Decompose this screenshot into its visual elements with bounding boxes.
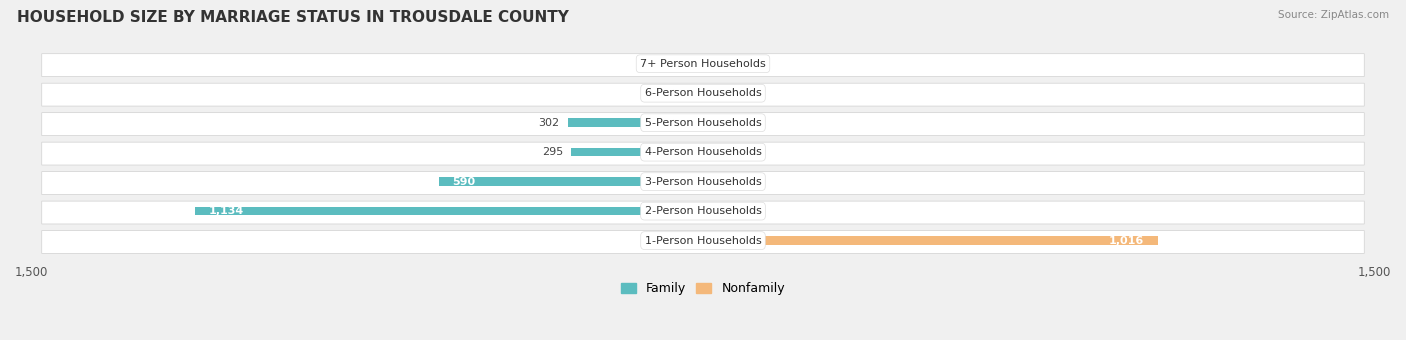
Text: 0: 0 xyxy=(717,147,724,157)
FancyBboxPatch shape xyxy=(42,231,1364,253)
Text: 5-Person Households: 5-Person Households xyxy=(644,118,762,128)
Text: 0: 0 xyxy=(717,88,724,98)
FancyBboxPatch shape xyxy=(42,54,1364,76)
Bar xyxy=(703,236,1157,245)
Bar xyxy=(195,207,703,215)
Text: 7: 7 xyxy=(685,59,692,69)
Text: 295: 295 xyxy=(541,147,562,157)
FancyBboxPatch shape xyxy=(42,172,1364,194)
Bar xyxy=(703,207,730,215)
Legend: Family, Nonfamily: Family, Nonfamily xyxy=(616,277,790,300)
FancyBboxPatch shape xyxy=(42,142,1364,165)
FancyBboxPatch shape xyxy=(42,113,1364,136)
Text: 2-Person Households: 2-Person Households xyxy=(644,206,762,216)
Text: 0: 0 xyxy=(717,59,724,69)
Text: 7+ Person Households: 7+ Person Households xyxy=(640,59,766,69)
Text: 302: 302 xyxy=(538,118,560,128)
Bar xyxy=(703,177,734,186)
Text: 1,134: 1,134 xyxy=(209,206,245,216)
Bar xyxy=(700,59,703,68)
Text: 60: 60 xyxy=(738,206,752,216)
Bar xyxy=(568,118,703,127)
Text: 590: 590 xyxy=(453,177,475,187)
Bar xyxy=(439,177,703,186)
Text: 3-Person Households: 3-Person Households xyxy=(644,177,762,187)
Text: 78: 78 xyxy=(645,88,659,98)
Text: 1,016: 1,016 xyxy=(1109,236,1144,245)
Text: 70: 70 xyxy=(742,177,756,187)
Bar xyxy=(668,89,703,98)
Text: Source: ZipAtlas.com: Source: ZipAtlas.com xyxy=(1278,10,1389,20)
Text: 0: 0 xyxy=(717,118,724,128)
Bar xyxy=(571,148,703,156)
Text: 0: 0 xyxy=(682,236,689,245)
FancyBboxPatch shape xyxy=(42,83,1364,106)
Text: 1-Person Households: 1-Person Households xyxy=(644,236,762,245)
FancyBboxPatch shape xyxy=(42,201,1364,224)
Text: HOUSEHOLD SIZE BY MARRIAGE STATUS IN TROUSDALE COUNTY: HOUSEHOLD SIZE BY MARRIAGE STATUS IN TRO… xyxy=(17,10,569,25)
Text: 4-Person Households: 4-Person Households xyxy=(644,147,762,157)
Text: 6-Person Households: 6-Person Households xyxy=(644,88,762,98)
